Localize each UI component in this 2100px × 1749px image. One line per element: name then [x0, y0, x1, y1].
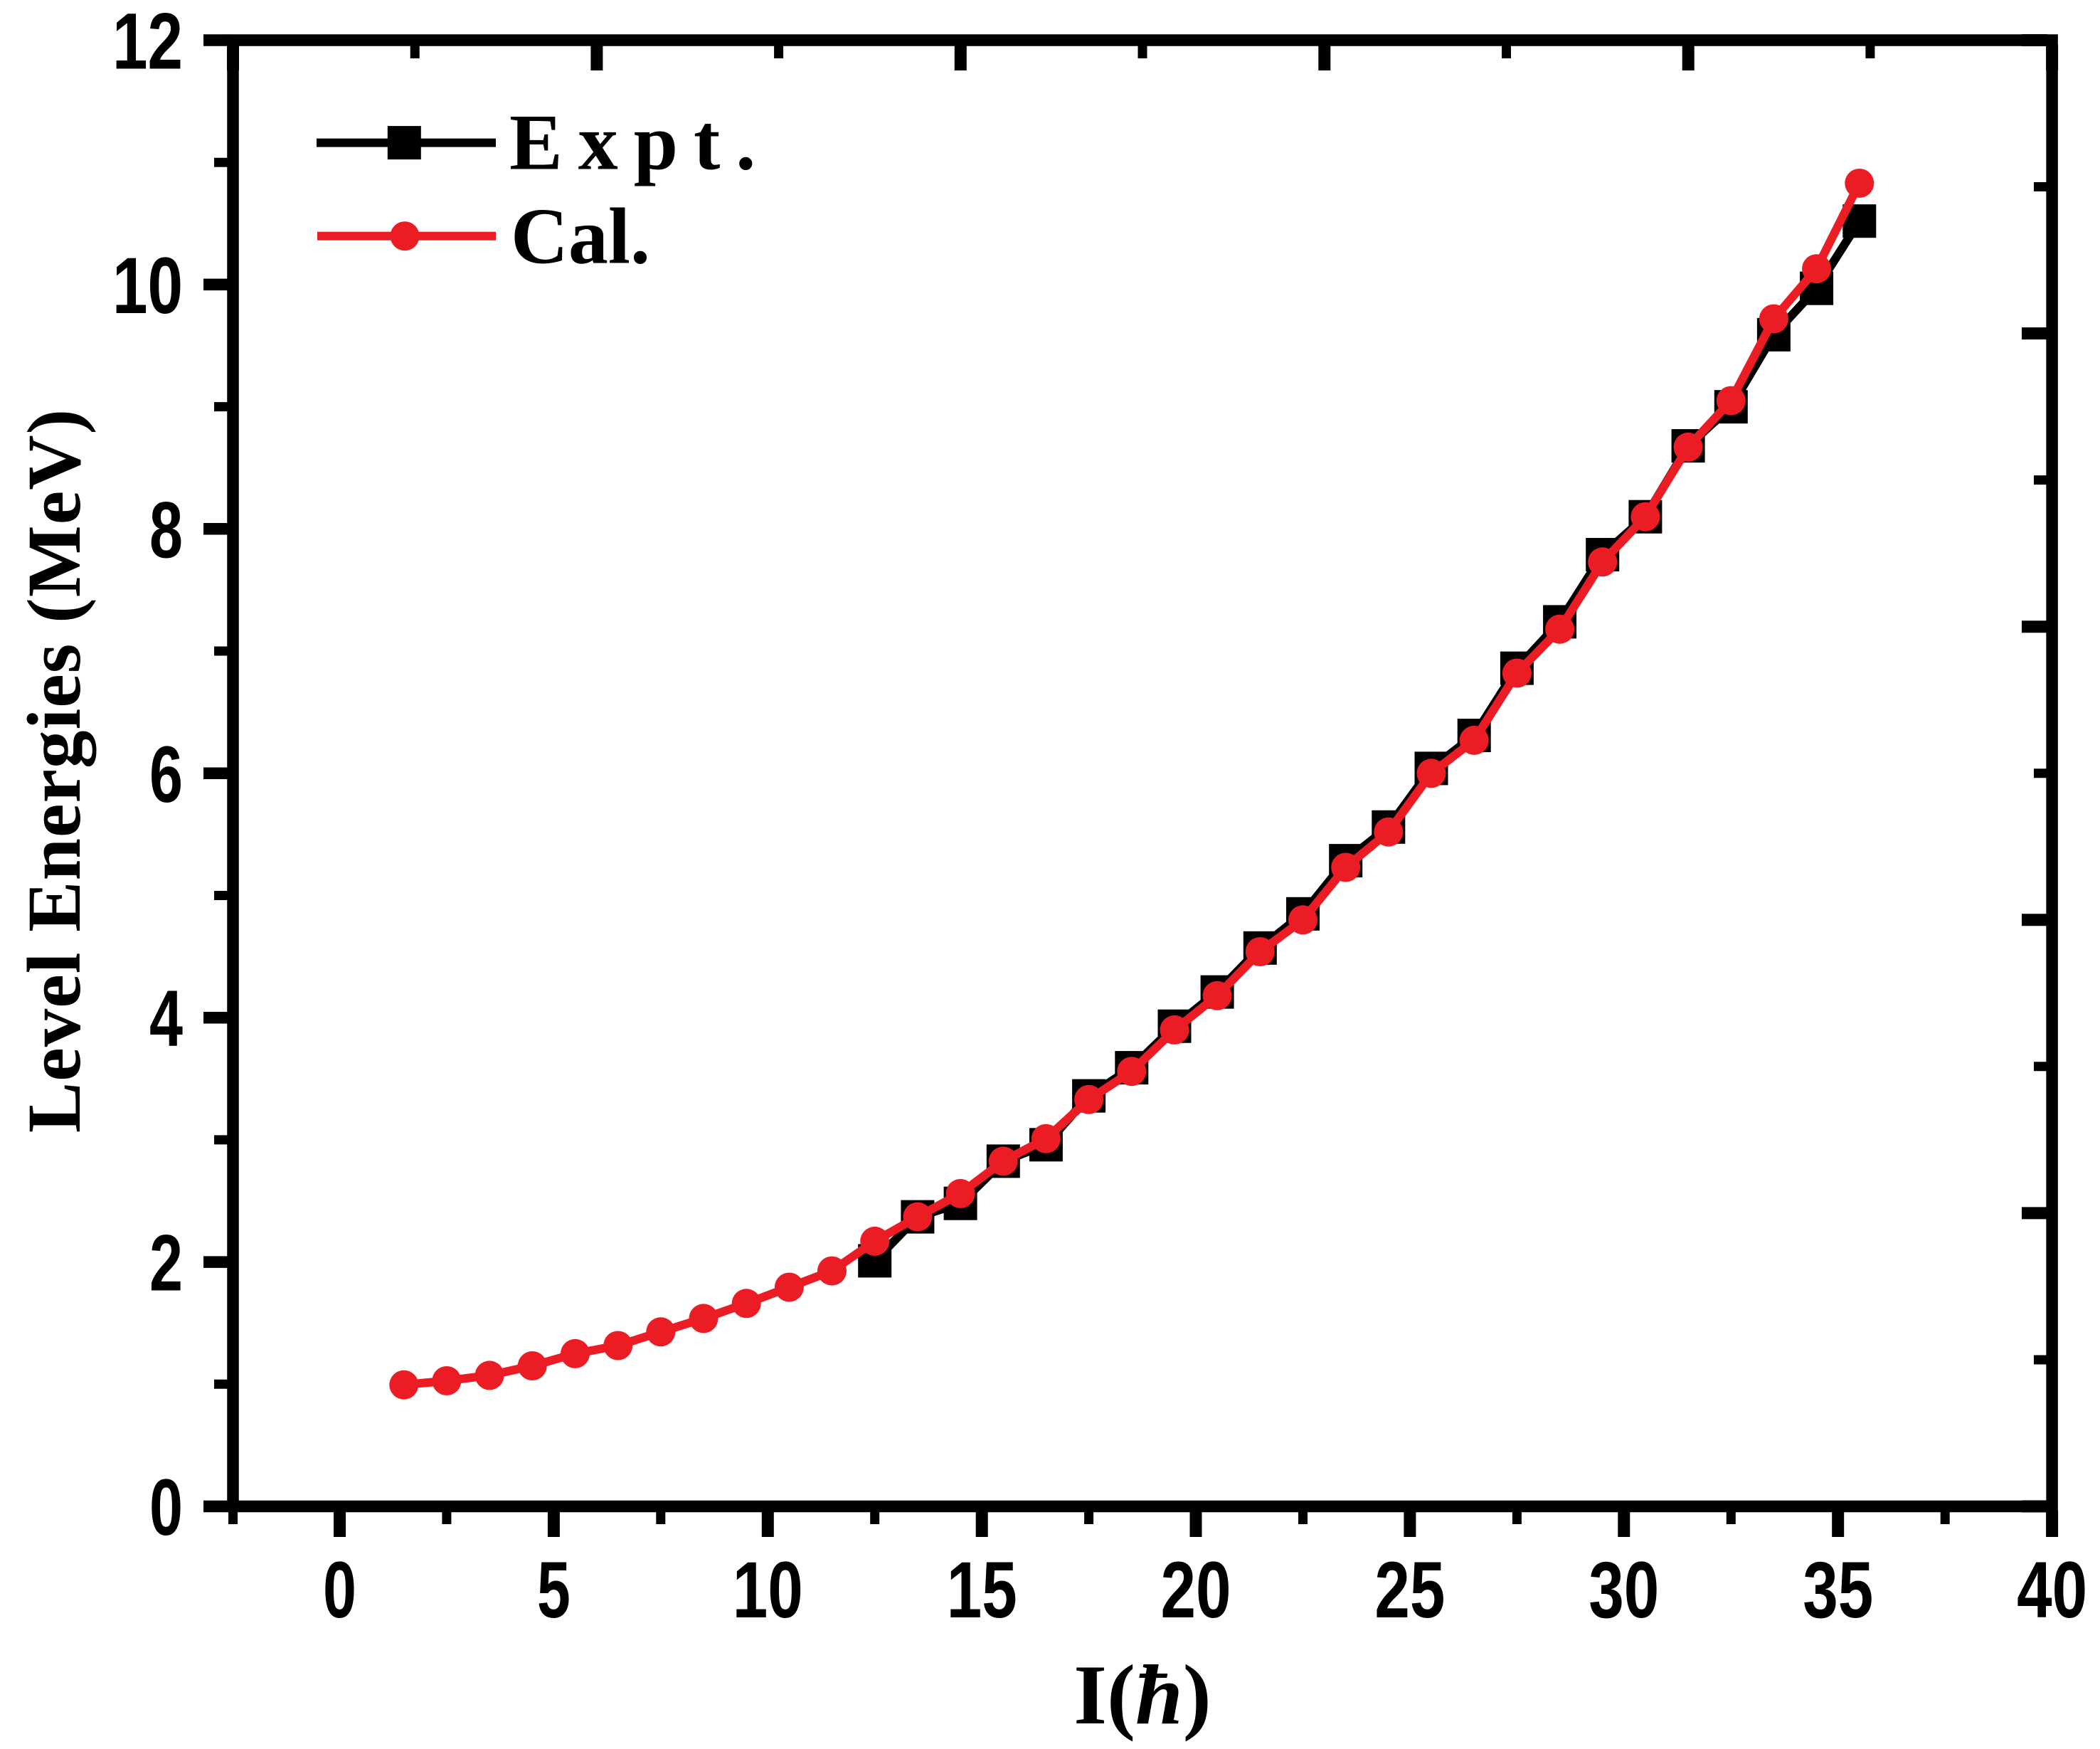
svg-text:Cal.: Cal. [511, 193, 650, 281]
svg-text:Level Energies (MeV): Level Energies (MeV) [13, 408, 97, 1133]
svg-text:30: 30 [1589, 1545, 1659, 1634]
svg-text:35: 35 [1803, 1545, 1873, 1634]
svg-text:2: 2 [149, 1219, 183, 1308]
svg-text:0: 0 [149, 1463, 183, 1552]
svg-text:10: 10 [733, 1545, 803, 1634]
svg-text:Expt.: Expt. [509, 99, 771, 187]
svg-text:4: 4 [149, 974, 183, 1063]
svg-text:I(ħ): I(ħ) [1073, 1647, 1211, 1742]
svg-text:10: 10 [112, 241, 183, 330]
svg-text:5: 5 [537, 1545, 571, 1634]
svg-text:40: 40 [2017, 1545, 2087, 1634]
svg-text:15: 15 [947, 1545, 1017, 1634]
svg-text:0: 0 [323, 1545, 356, 1634]
svg-text:12: 12 [112, 0, 183, 86]
svg-text:25: 25 [1374, 1545, 1445, 1634]
svg-text:8: 8 [149, 485, 183, 574]
svg-text:6: 6 [149, 730, 183, 819]
svg-text:20: 20 [1161, 1545, 1231, 1634]
